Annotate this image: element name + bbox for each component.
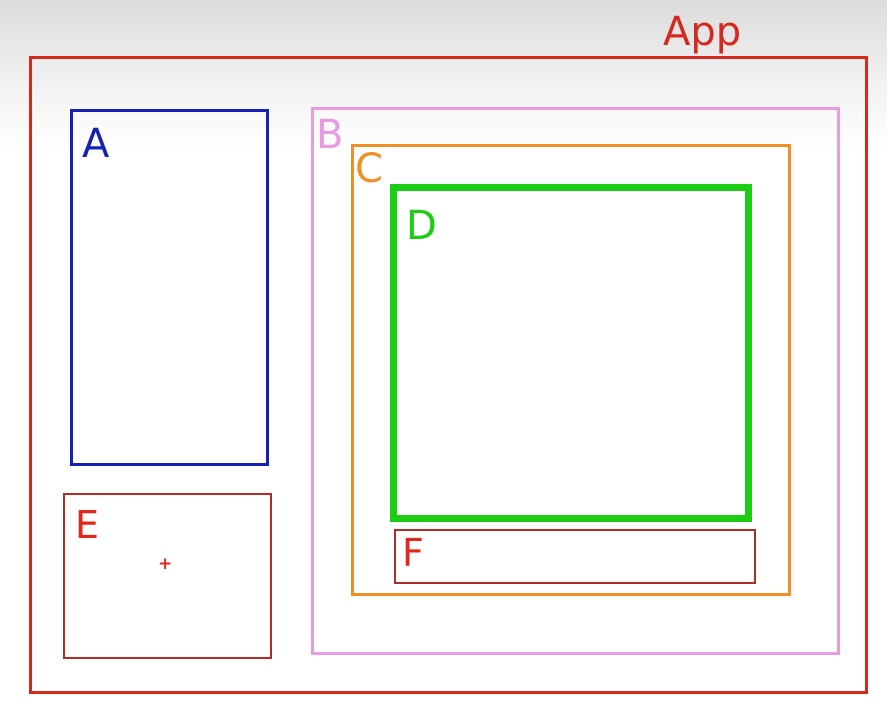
crosshair-cursor-icon: +: [158, 554, 173, 574]
app-frame: [29, 56, 868, 694]
box-c-label: C: [355, 146, 383, 192]
box-e-label: E: [75, 503, 100, 547]
box-d-label: D: [406, 203, 437, 249]
box-e: [63, 493, 272, 659]
box-f: [394, 529, 756, 584]
box-b: [311, 107, 840, 655]
box-a: [70, 109, 269, 466]
box-a-label: A: [82, 121, 110, 167]
box-b-label: B: [316, 112, 344, 158]
app-label: App: [663, 9, 742, 55]
box-c: [351, 144, 791, 596]
box-f-label: F: [402, 531, 424, 575]
box-d: [390, 184, 752, 522]
